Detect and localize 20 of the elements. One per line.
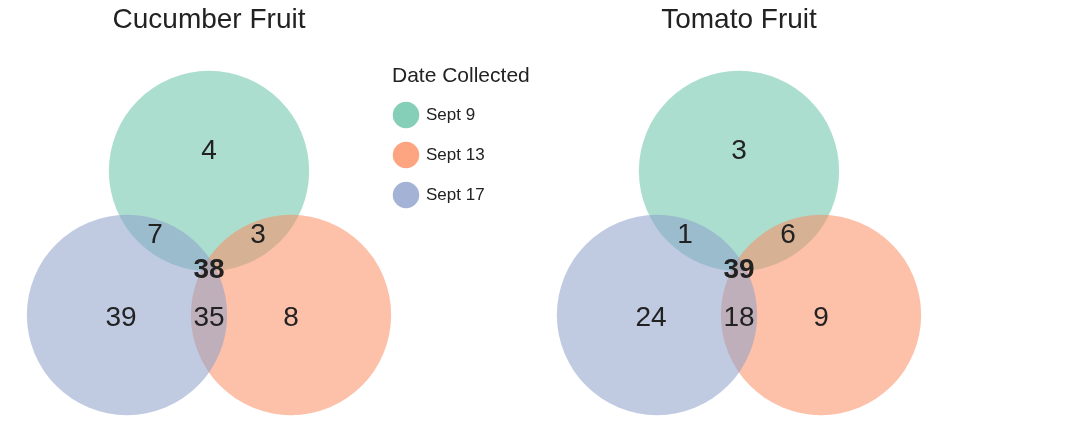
data-label: 4 (201, 134, 217, 165)
data-label: 35 (193, 301, 225, 332)
data-label: 38 (193, 253, 225, 284)
data-label: 39 (105, 301, 137, 332)
text: Cucumber Fruit (112, 3, 306, 34)
category-label: Sept 9 (426, 105, 476, 124)
text: Tomato Fruit (661, 3, 818, 34)
category-label: Sept 17 (426, 185, 485, 204)
data-label: 9 (813, 301, 829, 332)
data-label: 24 (635, 301, 667, 332)
data-label: 1 (677, 218, 693, 249)
legend-title: Date Collected (392, 63, 530, 86)
data-label: 8 (283, 301, 299, 332)
data-label: 3 (250, 218, 266, 249)
data-label: 18 (723, 301, 755, 332)
data-label: 6 (780, 218, 796, 249)
data-label: 39 (723, 253, 755, 284)
data-label: 3 (731, 134, 747, 165)
data-label: 7 (147, 218, 163, 249)
category-label: Sept 13 (426, 145, 485, 164)
